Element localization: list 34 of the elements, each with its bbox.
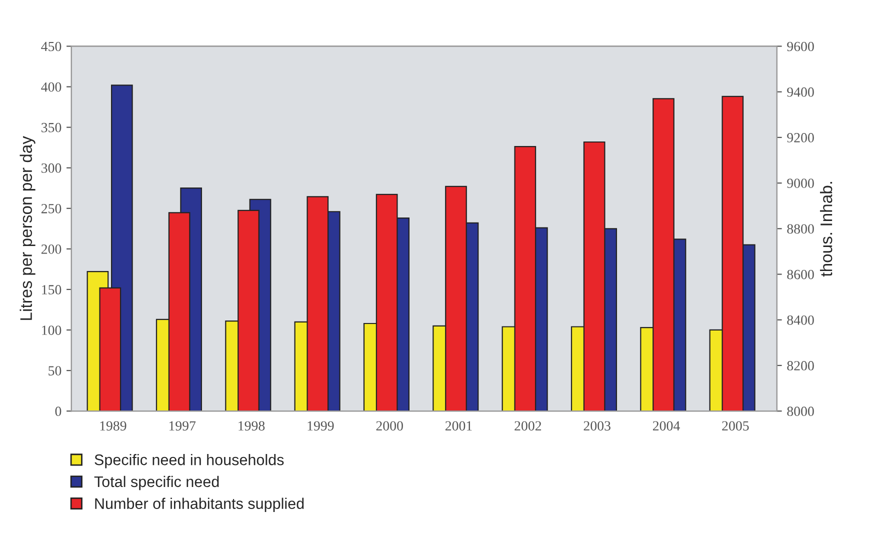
y-tick-label: 300 <box>42 163 62 173</box>
y2-tick-label: 9600 <box>787 42 814 52</box>
y2-tick-label: 9000 <box>787 178 814 188</box>
y2-tick-label: 9200 <box>787 133 814 142</box>
x-tick-label: 2000 <box>376 421 403 431</box>
y-tick-label: 150 <box>42 285 62 294</box>
x-tick-label: 2001 <box>445 421 472 431</box>
y2-tick-label: 8400 <box>787 315 814 325</box>
legend-label: Total specific need <box>94 476 219 490</box>
y-tick-label: 250 <box>41 204 62 214</box>
x-tick-label: 2003 <box>584 421 610 431</box>
legend-label: Specific need in households <box>94 454 284 468</box>
x-tick-label: 1998 <box>238 421 265 431</box>
y2-tick-label: 8200 <box>787 361 814 370</box>
y2-tick-label: 9400 <box>787 87 814 97</box>
x-tick-label: 1989 <box>100 421 126 431</box>
legend-label: Number of inhabitants supplied <box>95 498 304 512</box>
y-tick-label: 100 <box>42 326 62 335</box>
x-tick-label: 1999 <box>308 421 334 431</box>
y-tick-label: 0 <box>55 406 62 416</box>
y-tick-label: 350 <box>42 122 62 132</box>
x-tick-label: 2004 <box>652 421 680 431</box>
y2-tick-label: 8800 <box>787 224 814 234</box>
y-tick-label: 400 <box>41 82 62 92</box>
y-axis-title: Litres per person per day <box>20 136 36 320</box>
y-tick-label: 50 <box>48 366 62 376</box>
y2-tick-label: 8000 <box>787 406 814 416</box>
x-tick-label: 2002 <box>514 421 542 431</box>
y2-tick-label: 8600 <box>787 270 814 280</box>
x-tick-label: 1997 <box>169 421 196 431</box>
x-tick-label: 2005 <box>722 421 749 431</box>
y-tick-label: 200 <box>41 244 62 254</box>
y2-axis-title: thous. Inhab. <box>820 182 832 277</box>
y-tick-label: 450 <box>41 42 62 52</box>
